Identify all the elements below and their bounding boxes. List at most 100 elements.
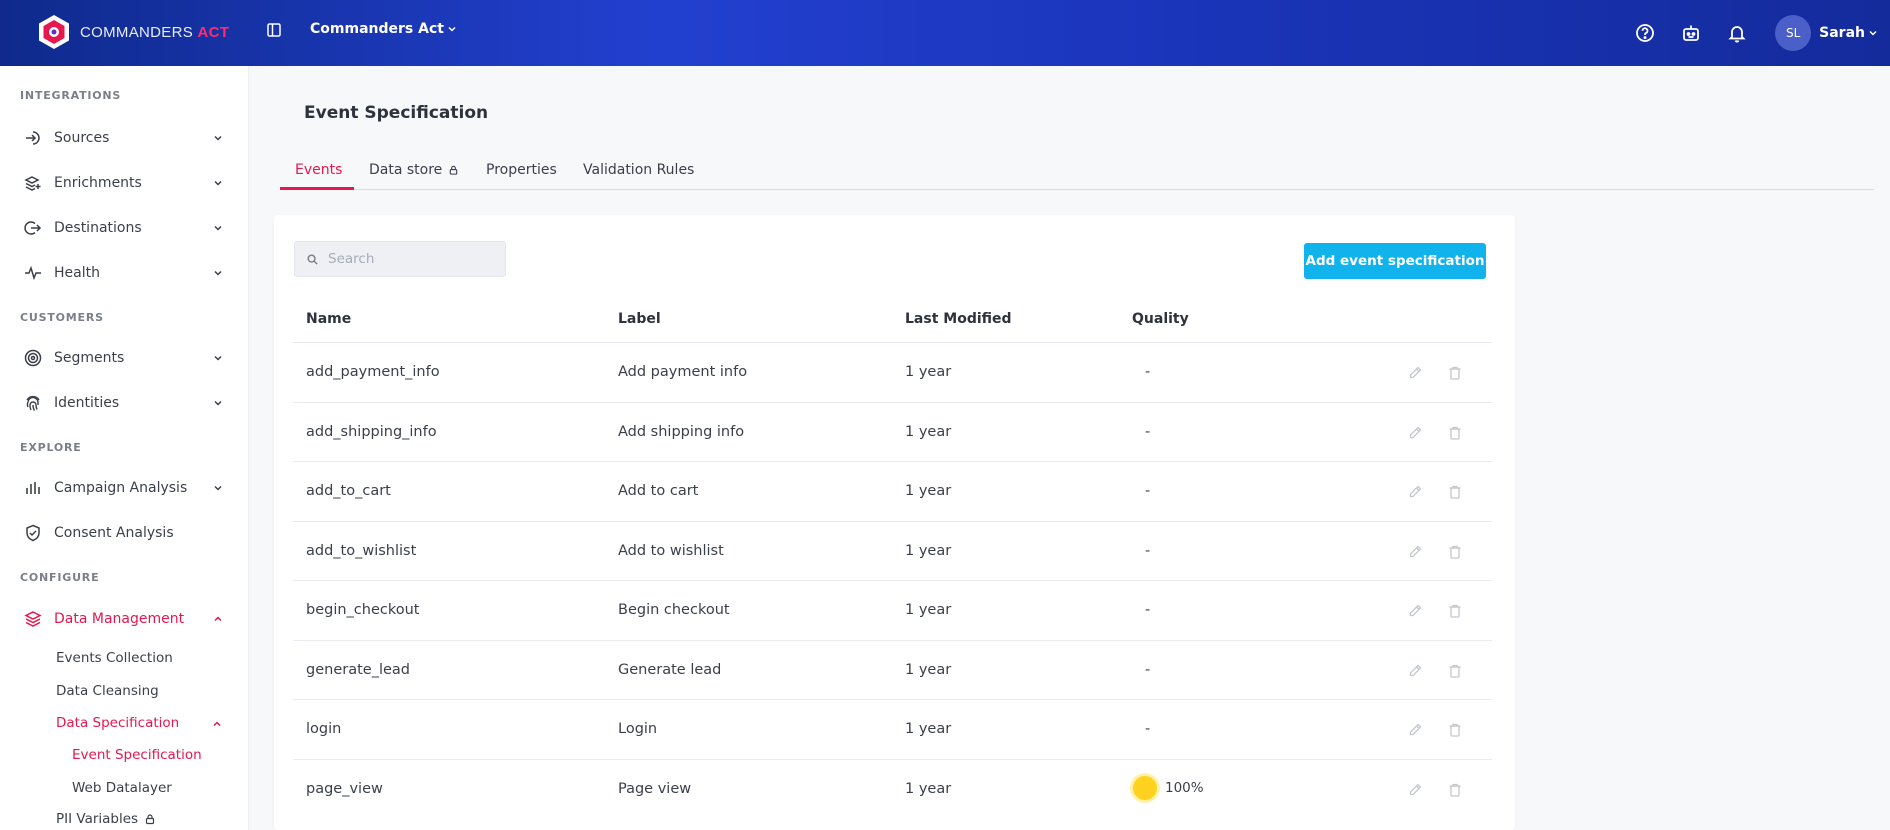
chevron-down-icon [448, 26, 456, 32]
event-label: Add shipping info [618, 424, 745, 440]
delete-trash-icon[interactable] [1446, 662, 1464, 680]
sidebar-item-health[interactable]: Health [24, 261, 224, 285]
edit-pencil-icon[interactable] [1406, 543, 1424, 561]
table-row[interactable]: generate_lead Generate lead 1 year - [293, 640, 1492, 700]
quality-indicator-dot [1133, 776, 1157, 800]
table-row[interactable]: page_view Page view 1 year 100% [293, 759, 1492, 819]
edit-pencil-icon[interactable] [1406, 483, 1424, 501]
delete-trash-icon[interactable] [1446, 483, 1464, 501]
robot-icon[interactable] [1679, 21, 1703, 45]
sidebar-item-label: Data Specification [56, 715, 180, 731]
brand-name: COMMANDERS ACT [80, 23, 230, 41]
event-label: Login [618, 721, 658, 737]
column-header-name: Name [306, 311, 352, 327]
sidebar-subitem-data-specification[interactable]: Data Specification [56, 715, 226, 731]
column-header-quality: Quality [1132, 311, 1189, 327]
sidebar-item-segments[interactable]: Segments [24, 346, 224, 370]
sidebar-item-data-management[interactable]: Data Management [24, 607, 224, 631]
section-configure: CONFIGURE [20, 571, 100, 584]
edit-pencil-icon[interactable] [1406, 662, 1424, 680]
section-explore: EXPLORE [20, 441, 82, 454]
sidebar-subitem-event-specification[interactable]: Event Specification [72, 747, 202, 763]
table-row[interactable]: add_to_cart Add to cart 1 year - [293, 461, 1492, 521]
bell-icon[interactable] [1725, 21, 1749, 45]
event-label: Page view [618, 781, 692, 797]
last-modified: 1 year [905, 781, 952, 797]
chevron-down-icon [214, 485, 222, 491]
sidebar-item-consent-analysis[interactable]: Consent Analysis [24, 521, 224, 545]
table-row[interactable]: begin_checkout Begin checkout 1 year - [293, 580, 1492, 640]
table-row[interactable]: add_payment_info Add payment info 1 year - [293, 342, 1492, 402]
sidebar-item-label: Consent Analysis [54, 525, 174, 541]
chevron-up-icon [214, 616, 222, 622]
active-tab-indicator [280, 187, 354, 190]
section-customers: CUSTOMERS [20, 311, 104, 324]
event-name: add_to_wishlist [306, 543, 417, 559]
delete-trash-icon[interactable] [1446, 602, 1464, 620]
last-modified: 1 year [905, 602, 952, 618]
tab-properties[interactable]: Properties [486, 162, 557, 178]
org-switcher[interactable]: Commanders Act [310, 21, 457, 37]
last-modified: 1 year [905, 424, 952, 440]
tab-label: Data store [369, 162, 443, 178]
bar-chart-icon [24, 479, 42, 497]
sidebar-item-label: Identities [54, 395, 120, 411]
event-name: add_payment_info [306, 364, 440, 380]
quality-cell: - [1145, 602, 1151, 618]
table-row[interactable]: login Login 1 year - [293, 699, 1492, 759]
layers-icon [24, 610, 42, 628]
add-event-specification-button[interactable]: Add event specification [1304, 243, 1486, 279]
column-header-last-modified: Last Modified [905, 311, 1012, 327]
sidebar-subitem-pii-variables[interactable]: PII Variables [56, 811, 156, 827]
layers-plus-icon [24, 174, 42, 192]
sidebar-subitem-data-cleansing[interactable]: Data Cleansing [56, 683, 159, 699]
chevron-down-icon [214, 225, 222, 231]
table-row[interactable]: add_shipping_info Add shipping info 1 year… [293, 402, 1492, 462]
sidebar-item-identities[interactable]: Identities [24, 391, 224, 415]
tab-events[interactable]: Events [295, 162, 343, 178]
quality-cell: - [1145, 483, 1151, 499]
search-input[interactable] [328, 251, 488, 267]
tab-bar: Events Data store Properties Validation … [280, 158, 1874, 190]
sidebar: INTEGRATIONS Sources Enrichments Destina… [0, 66, 249, 830]
avatar[interactable]: SL [1775, 15, 1812, 51]
quality-cell: - [1145, 364, 1151, 380]
delete-trash-icon[interactable] [1446, 424, 1464, 442]
sidebar-item-label: PII Variables [56, 811, 139, 827]
edit-pencil-icon[interactable] [1406, 364, 1424, 382]
page-title: Event Specification [304, 103, 489, 123]
sidebar-item-label: Health [54, 265, 100, 281]
delete-trash-icon[interactable] [1446, 543, 1464, 561]
edit-pencil-icon[interactable] [1406, 424, 1424, 442]
delete-trash-icon[interactable] [1446, 721, 1464, 739]
edit-pencil-icon[interactable] [1406, 781, 1424, 799]
edit-pencil-icon[interactable] [1406, 721, 1424, 739]
delete-trash-icon[interactable] [1446, 781, 1464, 799]
edit-pencil-icon[interactable] [1406, 602, 1424, 620]
event-name: page_view [306, 781, 383, 797]
sidebar-item-enrichments[interactable]: Enrichments [24, 171, 224, 195]
table-row[interactable]: add_to_wishlist Add to wishlist 1 year - [293, 521, 1492, 581]
chevron-up-icon [213, 721, 221, 727]
last-modified: 1 year [905, 483, 952, 499]
help-circle-icon[interactable] [1633, 21, 1657, 45]
delete-trash-icon[interactable] [1446, 364, 1464, 382]
last-modified: 1 year [905, 364, 952, 380]
event-name: add_to_cart [306, 483, 391, 499]
chevron-down-icon [214, 400, 222, 406]
pulse-icon [24, 264, 42, 282]
sidebar-item-destinations[interactable]: Destinations [24, 216, 224, 240]
tab-validation-rules[interactable]: Validation Rules [583, 162, 695, 178]
brand-logo[interactable]: COMMANDERS ACT [36, 13, 229, 51]
tab-data-store[interactable]: Data store [369, 162, 459, 178]
sidebar-item-sources[interactable]: Sources [24, 126, 224, 150]
target-icon [24, 349, 42, 367]
last-modified: 1 year [905, 721, 952, 737]
user-menu[interactable]: Sarah [1819, 25, 1878, 41]
sidebar-subitem-events-collection[interactable]: Events Collection [56, 650, 173, 666]
logo-hex-icon [36, 13, 72, 51]
sidebar-item-campaign-analysis[interactable]: Campaign Analysis [24, 476, 224, 500]
quality-cell: - [1145, 543, 1151, 559]
sidebar-subitem-web-datalayer[interactable]: Web Datalayer [72, 780, 172, 796]
sidebar-toggle-icon[interactable] [266, 22, 282, 38]
